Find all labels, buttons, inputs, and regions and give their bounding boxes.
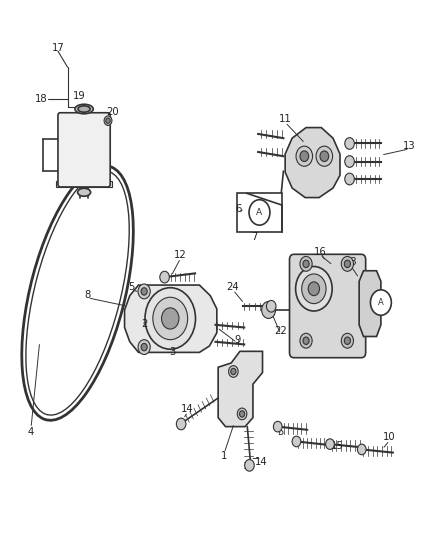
- Circle shape: [141, 343, 147, 351]
- Text: 6: 6: [235, 204, 242, 214]
- Text: 19: 19: [72, 91, 85, 101]
- Polygon shape: [285, 127, 340, 198]
- Ellipse shape: [78, 188, 91, 196]
- Circle shape: [249, 200, 270, 225]
- Circle shape: [300, 333, 312, 348]
- Circle shape: [300, 256, 312, 271]
- Circle shape: [325, 439, 334, 449]
- Text: 9: 9: [234, 335, 240, 345]
- Circle shape: [292, 436, 301, 447]
- Polygon shape: [124, 285, 217, 352]
- Text: 20: 20: [106, 107, 119, 117]
- Circle shape: [300, 151, 309, 161]
- Circle shape: [266, 301, 276, 312]
- Circle shape: [303, 260, 309, 268]
- Circle shape: [160, 271, 170, 283]
- Text: 17: 17: [52, 43, 64, 53]
- Circle shape: [345, 173, 354, 185]
- Circle shape: [177, 418, 186, 430]
- Circle shape: [162, 308, 179, 329]
- Text: 11: 11: [279, 114, 292, 124]
- Text: 13: 13: [403, 141, 416, 151]
- Text: 14: 14: [181, 403, 194, 414]
- Circle shape: [231, 368, 236, 375]
- Circle shape: [357, 444, 366, 455]
- Circle shape: [138, 340, 150, 354]
- Text: 10: 10: [383, 432, 396, 442]
- Text: 3: 3: [169, 348, 175, 358]
- Circle shape: [104, 116, 112, 125]
- Circle shape: [153, 297, 187, 340]
- Text: 12: 12: [174, 250, 187, 260]
- Circle shape: [303, 337, 309, 344]
- Circle shape: [296, 146, 313, 166]
- Text: A: A: [256, 208, 262, 217]
- Text: 1: 1: [221, 451, 227, 462]
- Circle shape: [141, 288, 147, 295]
- Circle shape: [344, 260, 350, 268]
- Circle shape: [296, 266, 332, 311]
- Circle shape: [371, 290, 391, 316]
- Text: 22: 22: [275, 326, 287, 336]
- Text: A: A: [378, 298, 384, 307]
- Circle shape: [345, 138, 354, 149]
- Circle shape: [341, 256, 353, 271]
- Text: 7: 7: [251, 232, 258, 243]
- Text: 5: 5: [278, 427, 284, 437]
- Circle shape: [145, 288, 195, 349]
- Circle shape: [237, 408, 247, 419]
- Text: 24: 24: [226, 281, 239, 292]
- Circle shape: [245, 459, 254, 471]
- FancyBboxPatch shape: [58, 113, 110, 187]
- Circle shape: [106, 118, 110, 123]
- Text: 4: 4: [28, 427, 34, 437]
- Circle shape: [138, 284, 150, 299]
- Text: 8: 8: [85, 289, 91, 300]
- Text: 5: 5: [128, 281, 134, 292]
- Circle shape: [302, 274, 326, 304]
- Circle shape: [240, 411, 245, 417]
- Text: 2: 2: [141, 319, 147, 329]
- Text: 16: 16: [314, 247, 326, 257]
- Circle shape: [345, 156, 354, 167]
- Polygon shape: [218, 351, 262, 426]
- Text: 18: 18: [35, 94, 48, 104]
- Circle shape: [273, 421, 282, 432]
- Circle shape: [316, 146, 332, 166]
- Circle shape: [320, 151, 328, 161]
- Circle shape: [261, 302, 276, 318]
- Bar: [237, 193, 282, 231]
- Text: 14: 14: [255, 457, 268, 466]
- Circle shape: [344, 337, 350, 344]
- Circle shape: [229, 366, 238, 377]
- Circle shape: [341, 333, 353, 348]
- Ellipse shape: [78, 106, 90, 112]
- Text: 21: 21: [377, 294, 390, 304]
- FancyBboxPatch shape: [290, 254, 366, 358]
- Circle shape: [308, 282, 320, 296]
- Text: 15: 15: [331, 441, 344, 451]
- Bar: [56, 181, 113, 187]
- Polygon shape: [359, 271, 381, 336]
- Ellipse shape: [75, 104, 93, 114]
- Text: 23: 23: [344, 257, 357, 267]
